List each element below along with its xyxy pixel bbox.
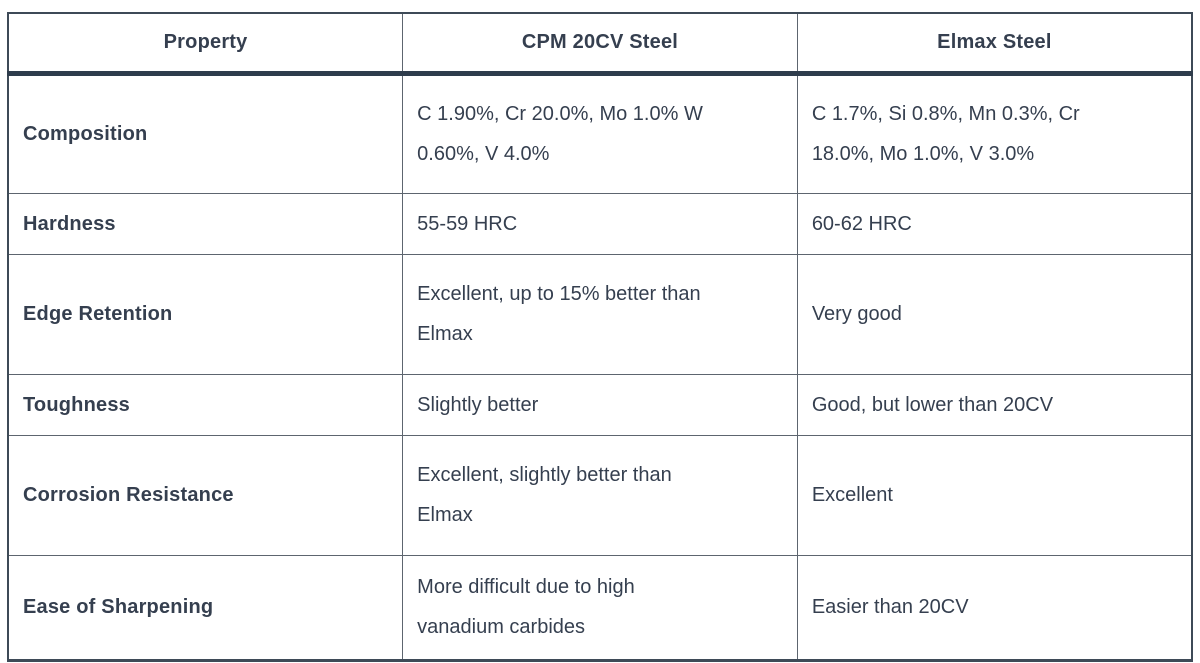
row-label-edge-retention: Edge Retention	[7, 253, 404, 375]
cell-edge-retention-elmax: Very good	[796, 253, 1193, 375]
cell-toughness-cpm: Slightly better	[402, 373, 798, 436]
cell-composition-cpm: C 1.90%, Cr 20.0%, Mo 1.0% W 0.60%, V 4.…	[402, 72, 798, 194]
cell-corrosion-resistance-elmax: Excellent	[796, 434, 1193, 556]
steel-comparison-table-container: Property CPM 20CV Steel Elmax Steel Comp…	[7, 12, 1193, 662]
row-label-composition: Composition	[7, 72, 404, 194]
column-header-cpm-20cv: CPM 20CV Steel	[402, 13, 798, 76]
cell-hardness-elmax: 60-62 HRC	[796, 192, 1193, 255]
row-label-hardness: Hardness	[7, 192, 404, 255]
row-label-corrosion-resistance: Corrosion Resistance	[7, 434, 404, 556]
table-row-toughness: Toughness Slightly better Good, but lowe…	[7, 373, 1193, 436]
table-row-hardness: Hardness 55-59 HRC 60-62 HRC	[7, 192, 1193, 255]
table-row-composition: Composition C 1.90%, Cr 20.0%, Mo 1.0% W…	[7, 72, 1193, 194]
cell-ease-of-sharpening-elmax: Easier than 20CV	[796, 554, 1193, 661]
row-label-ease-of-sharpening: Ease of Sharpening	[7, 554, 404, 661]
cell-corrosion-resistance-cpm: Excellent, slightly better than Elmax	[402, 434, 798, 556]
cell-edge-retention-cpm: Excellent, up to 15% better than Elmax	[402, 253, 798, 375]
header-row: Property CPM 20CV Steel Elmax Steel	[7, 13, 1193, 76]
cell-hardness-cpm: 55-59 HRC	[402, 192, 798, 255]
cell-ease-of-sharpening-cpm: More difficult due to high vanadium carb…	[402, 554, 798, 661]
row-label-toughness: Toughness	[7, 373, 404, 436]
cell-composition-elmax: C 1.7%, Si 0.8%, Mn 0.3%, Cr 18.0%, Mo 1…	[796, 72, 1193, 194]
column-header-elmax: Elmax Steel	[796, 13, 1193, 76]
table-row-corrosion-resistance: Corrosion Resistance Excellent, slightly…	[7, 434, 1193, 556]
table-row-edge-retention: Edge Retention Excellent, up to 15% bett…	[7, 253, 1193, 375]
column-header-property: Property	[7, 13, 404, 76]
steel-comparison-table: Property CPM 20CV Steel Elmax Steel Comp…	[7, 12, 1193, 662]
cell-toughness-elmax: Good, but lower than 20CV	[796, 373, 1193, 436]
table-row-ease-of-sharpening: Ease of Sharpening More difficult due to…	[7, 554, 1193, 661]
